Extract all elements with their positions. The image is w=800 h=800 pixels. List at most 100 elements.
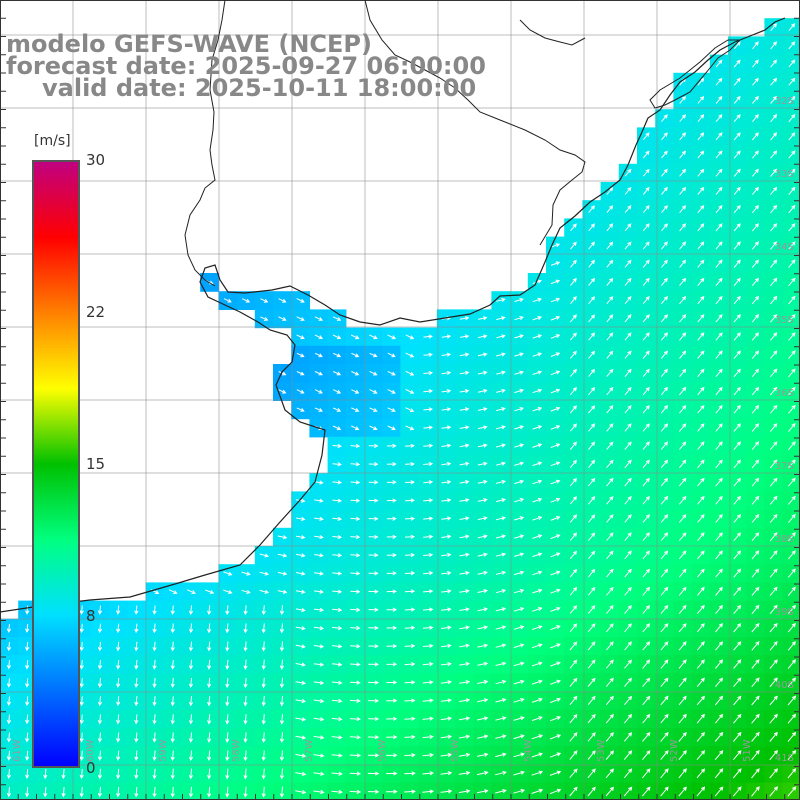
wind-arrow xyxy=(423,425,434,430)
wind-arrow xyxy=(97,732,103,743)
wind-arrow xyxy=(769,459,778,469)
wind-arrow xyxy=(441,552,452,558)
wind-arrow xyxy=(605,732,614,742)
wind-arrow xyxy=(225,750,230,762)
wind-arrow xyxy=(476,789,489,794)
wind-arrow xyxy=(751,350,760,359)
wind-arrow xyxy=(679,223,687,232)
wind-arrow xyxy=(423,334,433,339)
wind-arrow xyxy=(587,677,596,687)
wind-arrow xyxy=(332,589,343,594)
wind-arrow xyxy=(350,516,361,521)
wind-arrow xyxy=(368,571,379,576)
wind-arrow xyxy=(97,605,103,615)
wind-arrow xyxy=(642,150,650,159)
wind-arrow xyxy=(661,168,668,177)
wind-arrow xyxy=(207,677,212,689)
wind-arrow xyxy=(386,698,398,703)
wind-arrow xyxy=(532,479,543,485)
wind-arrow xyxy=(678,495,687,505)
wind-arrow xyxy=(678,786,687,797)
wind-arrow xyxy=(441,425,452,430)
wind-arrow xyxy=(386,734,398,740)
wind-arrow xyxy=(440,771,453,776)
lat-label: 33S xyxy=(775,169,794,180)
wind-arrow xyxy=(225,786,230,798)
wind-arrow xyxy=(259,553,270,558)
wind-arrow xyxy=(423,352,433,357)
wind-arrow xyxy=(770,350,778,359)
wind-arrow xyxy=(624,586,632,596)
wind-arrow xyxy=(549,752,562,758)
wind-arrow xyxy=(295,735,307,740)
wind-arrow xyxy=(660,786,669,797)
wind-arrow xyxy=(278,316,287,321)
wind-arrow xyxy=(441,534,452,539)
wind-arrow xyxy=(788,404,796,414)
lat-label: 37S xyxy=(775,461,794,472)
wind-arrow xyxy=(751,513,760,523)
wind-arrow xyxy=(788,204,796,214)
wind-arrow xyxy=(606,368,614,377)
wind-arrow xyxy=(642,677,651,687)
wind-arrow xyxy=(386,498,397,503)
wind-arrow xyxy=(569,532,578,541)
wind-arrow xyxy=(170,750,175,762)
wind-arrow xyxy=(697,168,705,177)
wind-arrow xyxy=(296,407,305,412)
wind-arrow xyxy=(423,552,434,558)
wind-arrow xyxy=(386,716,398,721)
wind-arrow xyxy=(679,132,686,141)
wind-arrow xyxy=(296,352,305,358)
wind-arrow xyxy=(679,459,687,469)
wind-arrow xyxy=(733,513,742,523)
wind-arrow xyxy=(477,607,489,612)
wind-arrow xyxy=(440,698,452,703)
wind-arrow xyxy=(642,713,651,724)
wind-arrow xyxy=(61,786,66,798)
wind-arrow xyxy=(587,695,596,706)
wind-arrow xyxy=(331,735,343,740)
wind-arrow xyxy=(225,732,230,743)
wind-arrow xyxy=(331,771,343,776)
wind-arrow xyxy=(697,441,705,450)
wind-arrow xyxy=(678,750,687,761)
wind-arrow xyxy=(697,77,705,86)
wind-arrow xyxy=(532,461,543,467)
wind-arrow xyxy=(696,604,705,615)
wind-arrow xyxy=(587,623,596,633)
wind-arrow xyxy=(715,77,723,86)
wind-arrow xyxy=(422,789,435,794)
wind-arrow xyxy=(624,350,632,359)
wind-arrow xyxy=(207,623,212,634)
wind-arrow xyxy=(550,461,561,467)
wind-arrow xyxy=(368,461,379,467)
wind-arrow xyxy=(423,534,434,539)
wind-arrow xyxy=(678,659,687,669)
wind-arrow xyxy=(624,386,632,396)
wind-arrow xyxy=(751,259,759,268)
wind-arrow xyxy=(459,425,470,430)
wind-arrow xyxy=(331,789,343,795)
wind-arrow xyxy=(550,625,561,631)
wind-arrow xyxy=(770,41,777,50)
wind-arrow xyxy=(477,534,488,539)
wind-arrow xyxy=(678,514,687,523)
wind-arrow xyxy=(458,789,471,794)
wind-arrow xyxy=(715,477,723,487)
wind-arrow xyxy=(606,223,614,232)
wind-arrow xyxy=(588,568,596,578)
wind-arrow xyxy=(661,277,668,286)
wind-arrow xyxy=(624,241,632,250)
wind-arrow xyxy=(660,441,669,450)
coast-argentina xyxy=(0,264,361,613)
wind-arrow xyxy=(697,186,705,195)
wind-arrow xyxy=(678,477,687,487)
wind-arrow xyxy=(152,696,157,707)
wind-arrow xyxy=(696,677,705,688)
lagoon-patos xyxy=(649,39,741,109)
wind-arrow xyxy=(550,697,561,704)
wind-arrow xyxy=(751,241,759,250)
wind-arrow xyxy=(296,389,305,394)
wind-arrow xyxy=(606,241,614,250)
